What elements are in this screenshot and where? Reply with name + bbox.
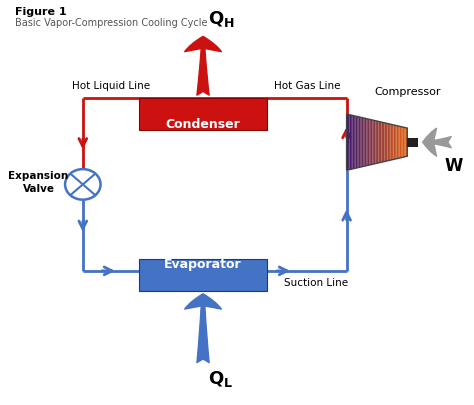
Polygon shape — [348, 114, 350, 170]
Text: Hot Gas Line: Hot Gas Line — [273, 81, 340, 91]
Polygon shape — [389, 124, 391, 160]
Polygon shape — [401, 127, 403, 158]
Polygon shape — [392, 125, 393, 160]
Polygon shape — [380, 122, 382, 162]
Polygon shape — [369, 119, 371, 165]
Polygon shape — [365, 118, 366, 166]
Polygon shape — [346, 114, 348, 171]
Text: Expansion
Valve: Expansion Valve — [9, 171, 69, 194]
Polygon shape — [386, 123, 388, 161]
Polygon shape — [377, 121, 378, 163]
Polygon shape — [351, 115, 353, 169]
Polygon shape — [393, 125, 395, 160]
Polygon shape — [359, 117, 360, 168]
Circle shape — [65, 169, 100, 200]
Text: Figure 1: Figure 1 — [15, 7, 67, 17]
Polygon shape — [406, 128, 407, 157]
Text: Suction Line: Suction Line — [284, 278, 348, 288]
Text: $\mathbf{Q_L}$: $\mathbf{Q_L}$ — [208, 369, 233, 390]
Polygon shape — [397, 126, 398, 159]
Text: Basic Vapor-Compression Cooling Cycle: Basic Vapor-Compression Cooling Cycle — [15, 18, 208, 28]
Bar — [139, 259, 267, 291]
Text: W: W — [445, 157, 463, 175]
Polygon shape — [375, 121, 377, 164]
Text: Condenser: Condenser — [165, 117, 240, 130]
Text: Hot Liquid Line: Hot Liquid Line — [72, 81, 150, 91]
Polygon shape — [354, 116, 356, 168]
Polygon shape — [404, 128, 406, 157]
Polygon shape — [371, 119, 373, 165]
Polygon shape — [368, 119, 369, 165]
Polygon shape — [382, 122, 383, 162]
Polygon shape — [353, 115, 354, 169]
Text: Compressor: Compressor — [374, 87, 440, 97]
Polygon shape — [384, 123, 386, 162]
Polygon shape — [363, 118, 365, 166]
Polygon shape — [400, 126, 401, 158]
Polygon shape — [366, 119, 368, 166]
Bar — [139, 98, 267, 130]
Polygon shape — [388, 124, 389, 161]
Polygon shape — [398, 126, 400, 158]
Polygon shape — [403, 127, 404, 157]
Polygon shape — [362, 117, 363, 167]
Text: Evaporator: Evaporator — [164, 258, 242, 271]
Bar — [407, 138, 418, 147]
Polygon shape — [383, 122, 384, 162]
Polygon shape — [373, 120, 374, 164]
Polygon shape — [356, 116, 357, 168]
Polygon shape — [378, 122, 380, 163]
Polygon shape — [357, 117, 359, 168]
Polygon shape — [391, 124, 392, 160]
Polygon shape — [395, 125, 397, 159]
Text: $\mathbf{Q_H}$: $\mathbf{Q_H}$ — [208, 9, 235, 30]
Polygon shape — [350, 115, 351, 170]
Polygon shape — [374, 120, 375, 164]
Polygon shape — [360, 117, 362, 167]
